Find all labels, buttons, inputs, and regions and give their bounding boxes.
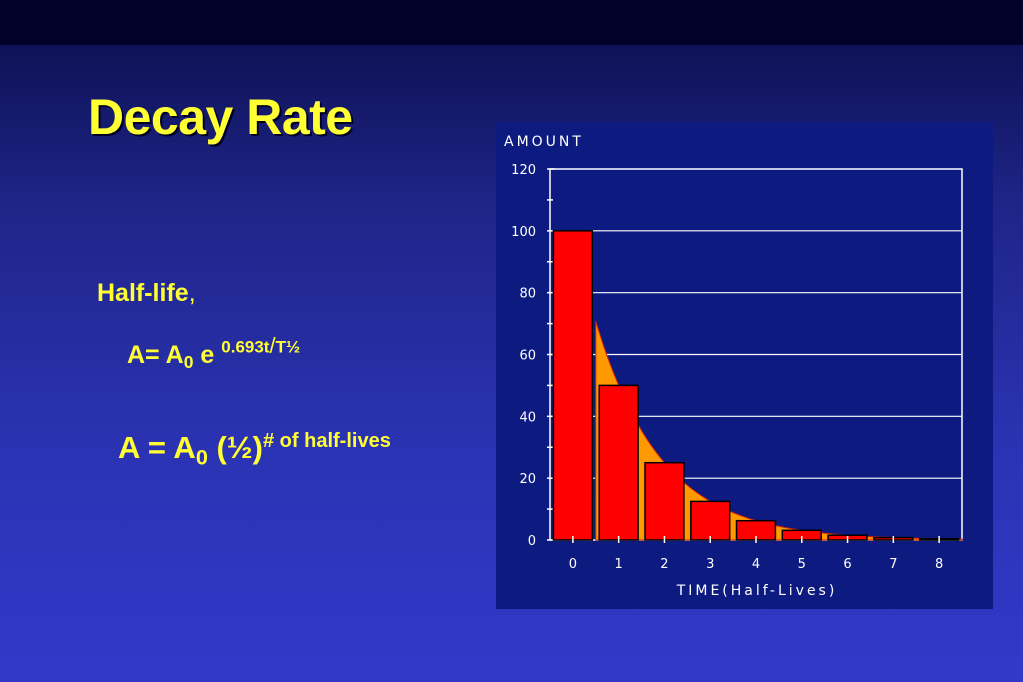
slide-title: Decay Rate: [88, 89, 353, 145]
formula2-lhs: A = A: [118, 430, 196, 465]
formula1-subscript: 0: [183, 352, 194, 373]
formula2-subscript: 0: [195, 444, 208, 470]
bar-3: [690, 500, 731, 541]
x-tick-label: 4: [752, 557, 760, 572]
half-life-comma: ,: [188, 279, 196, 307]
bar-1: [598, 384, 639, 541]
formula1-exponent-slash: /: [269, 333, 276, 358]
x-tick-label: 5: [798, 557, 806, 572]
x-tick-label: 7: [889, 557, 897, 572]
formula1-exponent-a: 0.693t: [221, 337, 270, 357]
y-tick-label: 100: [511, 225, 536, 240]
decay-chart: AMOUNT TIME(Half-Lives) 0 20 40 60 80 100 120 0…: [504, 134, 963, 599]
x-tick-label: 6: [843, 557, 851, 572]
y-tick-label: 40: [519, 410, 536, 425]
half-life-heading: Half-life,: [97, 279, 196, 308]
y-tick-label: 0: [528, 534, 536, 549]
half-life-label: Half-life: [97, 279, 189, 307]
x-tick-label: 8: [935, 557, 943, 572]
formula-exponential: A= A0 e 0.693t/T½: [127, 333, 300, 373]
formula-half-lives: A = A0 (½)# of half-lives: [118, 430, 391, 471]
x-tick-label: 3: [706, 557, 714, 572]
decay-chart-panel: AMOUNT TIME(Half-Lives) 0 20 40 60 80 100 120 0…: [496, 122, 993, 609]
formula1-lhs: A= A: [127, 340, 184, 369]
y-tick-label: 20: [519, 472, 536, 487]
y-axis-label: AMOUNT: [504, 134, 584, 150]
y-tick-label: 80: [519, 287, 536, 302]
x-tick-label: 2: [660, 557, 668, 572]
y-tick-label: 60: [519, 349, 536, 364]
x-tick-label: 0: [569, 557, 577, 572]
bar-2: [644, 461, 685, 541]
formula1-exponent-b: T½: [275, 337, 301, 357]
x-axis-label: TIME(Half-Lives): [676, 583, 838, 599]
formula2-exponent: # of half-lives: [263, 430, 391, 452]
bar-0: [552, 230, 594, 541]
x-tick-label: 1: [615, 557, 623, 572]
y-tick-label: 120: [511, 163, 536, 178]
formula2-base: (½): [207, 430, 263, 465]
formula1-e: e: [193, 340, 222, 369]
